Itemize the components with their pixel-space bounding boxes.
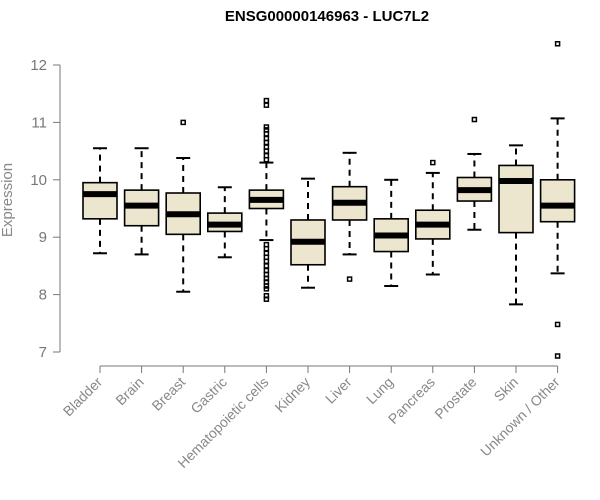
y-tick-label: 8: [39, 287, 47, 304]
x-category-label: Lung: [363, 374, 396, 407]
box-liver: [331, 151, 368, 282]
box-kidney: [290, 177, 326, 289]
outlier-point: [263, 124, 270, 130]
x-category-label: Liver: [322, 374, 355, 407]
outlier-point: [263, 135, 270, 142]
outlier-point: [180, 119, 186, 126]
box-hematopoietic-cells: [248, 97, 285, 302]
box-breast: [165, 119, 201, 293]
y-axis: 7 8 9 10 11 12: [30, 57, 61, 361]
outlier-point: [346, 276, 353, 282]
outlier-point: [554, 321, 561, 328]
box-bladder: [82, 147, 118, 255]
box-pancreas: [414, 159, 451, 276]
outlier-point: [263, 127, 270, 133]
outlier-point: [554, 41, 561, 47]
outlier-point: [430, 159, 436, 166]
x-category-label: Bladder: [60, 374, 106, 420]
y-tick-label: 12: [30, 57, 47, 74]
outlier-point: [263, 250, 270, 257]
box-brain: [123, 147, 160, 256]
y-tick-label: 11: [31, 114, 47, 131]
box-unknown-other: [539, 41, 576, 359]
iqr-box: [82, 181, 118, 220]
x-category-label: Kidney: [272, 374, 314, 416]
box-gastric: [207, 186, 243, 259]
outlier-point: [263, 97, 270, 104]
y-tick-label: 10: [30, 172, 47, 189]
outlier-point: [471, 116, 478, 123]
box-lung: [373, 178, 410, 287]
x-category-label: Brain: [112, 374, 146, 408]
iqr-box: [498, 164, 534, 234]
box-skin: [498, 144, 534, 306]
outlier-point: [263, 102, 270, 108]
y-axis-label: Expression: [0, 163, 16, 237]
y-tick-label: 7: [39, 344, 47, 361]
outlier-point: [554, 353, 561, 359]
outlier-point: [263, 267, 270, 274]
chart-title: ENSG00000146963 - LUC7L2: [225, 8, 429, 25]
box-prostate: [456, 116, 493, 231]
x-category-label: Breast: [148, 374, 188, 414]
outlier-point: [263, 292, 270, 299]
boxes: [82, 41, 576, 359]
outlier-point: [263, 152, 270, 159]
outlier-point: [263, 241, 270, 248]
x-category-label: Skin: [491, 374, 522, 405]
outlier-point: [263, 263, 270, 269]
outlier-point: [263, 144, 270, 150]
outlier-point: [263, 286, 270, 292]
x-category-label: Unknown / Other: [477, 374, 563, 460]
iqr-box: [539, 179, 576, 223]
y-tick-label: 9: [39, 229, 47, 246]
x-category-label: Prostate: [431, 374, 479, 422]
